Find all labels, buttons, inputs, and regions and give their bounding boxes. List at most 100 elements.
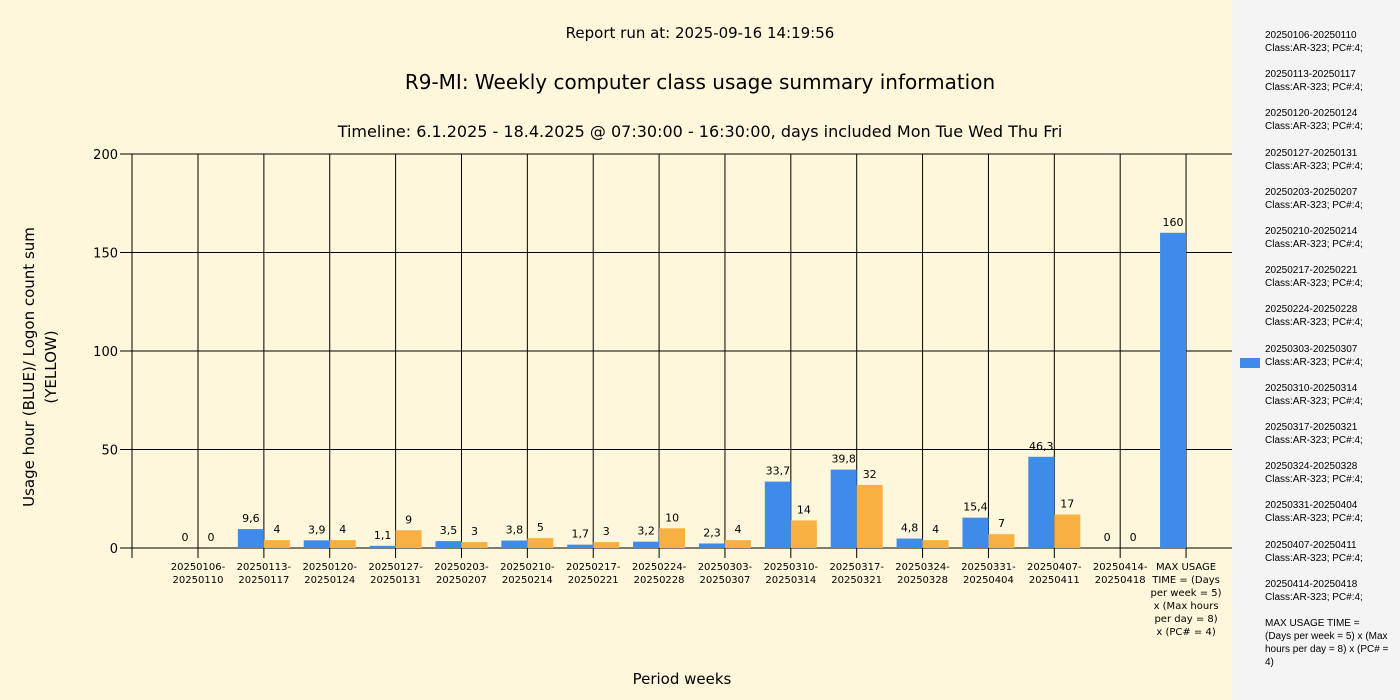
legend-item: 20250407-20250411 Class:AR-323; PC#:4;	[1265, 539, 1395, 565]
logon-count-bar	[790, 520, 817, 548]
legend-item-detail: (Days per week = 5) x (Max hours per day…	[1265, 631, 1389, 668]
data-label: 3,5	[440, 524, 458, 537]
legend-item-period: 20250217-20250221	[1265, 265, 1358, 277]
legend-item-period: 20250106-20250110	[1265, 30, 1357, 41]
data-label: 4,8	[901, 522, 919, 535]
legend-item-period: 20250224-20250228	[1265, 304, 1358, 316]
legend-item-detail: Class:AR-323; PC#:4;	[1265, 395, 1363, 407]
x-tick-label: 20250210-20250214	[500, 562, 555, 586]
data-label: 9,6	[242, 512, 260, 525]
x-tick-label: 20250317-20250321	[829, 562, 884, 586]
data-label: 46,3	[1029, 440, 1054, 453]
legend-item-detail: Class:AR-323; PC#:4;	[1265, 82, 1363, 94]
legend-item-period: 20250120-20250124	[1265, 108, 1358, 120]
legend-item-detail: Class:AR-323; PC#:4;	[1265, 160, 1363, 172]
legend-item-period: 20250324-20250328	[1265, 461, 1358, 473]
data-label: 7	[998, 517, 1005, 530]
usage-hour-bar	[303, 540, 330, 548]
chart-subtitle: Timeline: 6.1.2025 - 18.4.2025 @ 07:30:0…	[337, 122, 1063, 141]
data-label: 1,1	[374, 529, 392, 542]
usage-hour-bar	[896, 538, 923, 548]
data-label: 3,2	[637, 525, 655, 538]
data-label: 2,3	[703, 526, 721, 539]
x-tick-label: MAX USAGE TIME = (Days per week = 5) x (Max…	[1151, 562, 1222, 638]
legend-item-period: 20250407-20250411	[1265, 539, 1357, 551]
x-tick-label: 20250310-20250314	[764, 562, 819, 586]
legend-item: 20250217-20250221 Class:AR-323; PC#:4;	[1265, 264, 1395, 290]
data-label: 4	[339, 523, 346, 536]
logon-count-bar	[988, 534, 1015, 548]
data-label: 4	[932, 523, 939, 536]
usage-hour-bar	[501, 540, 528, 548]
data-label: 0	[208, 531, 215, 544]
x-tick-label: 20250303-20250307	[698, 562, 753, 586]
legend-item-period: 20250203-20250207	[1265, 186, 1358, 198]
legend-item-detail: Class:AR-323; PC#:4;	[1265, 591, 1363, 603]
x-tick-label: 20250120-20250124	[302, 562, 357, 586]
report-run-time: Report run at: 2025-09-16 14:19:56	[565, 24, 835, 42]
legend-item-period: 20250331-20250404	[1265, 500, 1358, 512]
legend-item-detail: Class:AR-323; PC#:4;	[1265, 435, 1363, 446]
legend-item-period: 20250127-20250131	[1265, 147, 1358, 159]
legend-item-period: 20250310-20250314	[1265, 382, 1358, 394]
legend-item-period: 20250414-20250418	[1265, 578, 1358, 590]
x-tick-label: 20250414-20250418	[1093, 562, 1148, 586]
data-label: 0	[182, 531, 189, 544]
x-axis-label: Period weeks	[632, 670, 732, 688]
legend-item: 20250414-20250418 Class:AR-323; PC#:4;	[1265, 578, 1395, 604]
legend-item-detail: Class:AR-323; PC#:4;	[1265, 317, 1363, 329]
logon-count-bar	[329, 540, 356, 548]
legend-item: 20250303-20250307 Class:AR-323; PC#:4;	[1265, 343, 1395, 369]
data-label: 3,8	[506, 524, 524, 537]
x-tick-label: 20250407-20250411	[1027, 562, 1082, 586]
legend-item: 20250113-20250117 Class:AR-323; PC#:4;	[1265, 68, 1395, 94]
y-tick-label: 50	[101, 444, 118, 459]
data-label: 17	[1060, 498, 1074, 511]
usage-hour-bar	[1160, 232, 1187, 549]
legend-item-detail: Class:AR-323; PC#:4;	[1265, 278, 1363, 290]
logon-count-bar	[724, 540, 751, 548]
usage-hour-bar	[237, 529, 264, 548]
logon-count-bar	[659, 528, 686, 548]
legend-item-period: MAX USAGE TIME =	[1265, 618, 1360, 629]
usage-hour-bar	[698, 543, 725, 548]
x-tick-label: 20250324-20250328	[895, 562, 950, 586]
usage-hour-bar	[567, 544, 594, 548]
legend-item-detail: Class:AR-323; PC#:4;	[1265, 43, 1363, 54]
data-label: 3	[471, 525, 478, 538]
logon-count-bar	[461, 542, 488, 548]
legend-item-detail: Class:AR-323; PC#:4;	[1265, 552, 1363, 564]
y-tick-label: 200	[93, 148, 118, 163]
legend-item: 20250127-20250131 Class:AR-323; PC#:4;	[1265, 147, 1395, 173]
legend-item: 20250203-20250207 Class:AR-323; PC#:4;	[1265, 186, 1395, 212]
usage-hour-bar	[633, 541, 660, 548]
legend-item: MAX USAGE TIME = (Days per week = 5) x (…	[1265, 617, 1395, 669]
legend-item-detail: Class:AR-323; PC#:4;	[1265, 199, 1363, 211]
data-label: 3,9	[308, 523, 326, 536]
data-label: 4	[734, 523, 741, 536]
legend-item-detail: Class:AR-323; PC#:4;	[1265, 474, 1363, 486]
data-label: 1,7	[571, 528, 589, 541]
logon-count-bar	[263, 540, 290, 548]
chart-title: R9-MI: Weekly computer class usage summa…	[404, 70, 996, 94]
y-tick-label: 100	[93, 345, 118, 360]
usage-hour-bar	[369, 545, 396, 548]
legend-item: 20250331-20250404 Class:AR-323; PC#:4;	[1265, 499, 1395, 525]
logon-count-bar	[527, 538, 554, 548]
data-label: 39,8	[831, 453, 856, 466]
x-tick-label: 20250224-20250228	[632, 562, 687, 586]
usage-hour-bar	[962, 517, 989, 548]
data-label: 9	[405, 513, 412, 526]
data-label: 14	[797, 503, 811, 516]
legend-item: 20250317-20250321 Class:AR-323; PC#:4;	[1265, 421, 1395, 447]
legend-item-detail: Class:AR-323; PC#:4;	[1265, 356, 1363, 368]
legend-item-period: 20250317-20250321	[1265, 422, 1358, 433]
data-label: 32	[863, 468, 877, 481]
legend-item: 20250324-20250328 Class:AR-323; PC#:4;	[1265, 460, 1395, 486]
data-label: 10	[665, 511, 679, 524]
legend-item-detail: Class:AR-323; PC#:4;	[1265, 513, 1363, 525]
legend-item-detail: Class:AR-323; PC#:4;	[1265, 121, 1363, 133]
x-tick-label: 20250113-20250117	[237, 562, 292, 586]
data-label: 0	[1130, 531, 1137, 544]
